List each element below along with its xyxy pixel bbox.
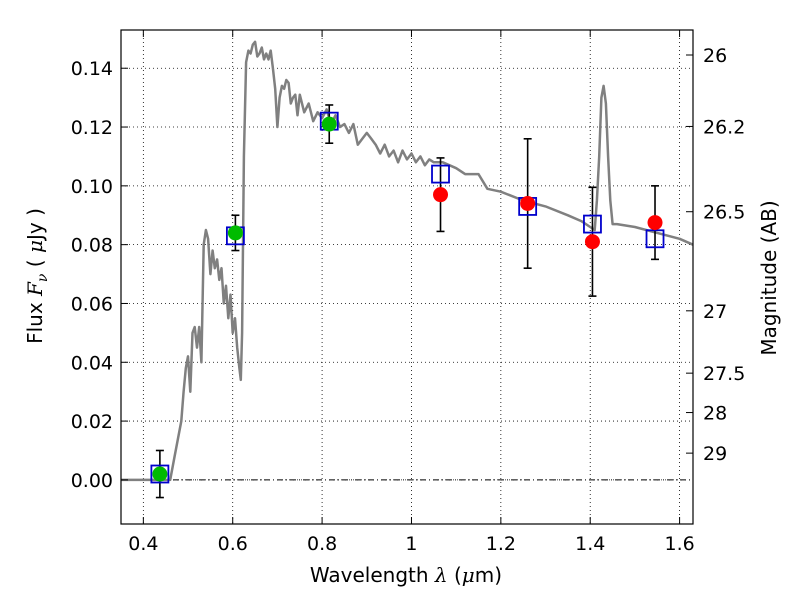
x-axis-label-prefix: Wavelength bbox=[310, 563, 429, 587]
model-flux-square bbox=[150, 464, 170, 484]
x-axis-label: Wavelength λ (μm) bbox=[310, 563, 502, 587]
right-tick-label: 27.5 bbox=[703, 363, 745, 385]
y-axis-label-prefix: Flux bbox=[23, 302, 47, 344]
y-tick-label: 0.00 bbox=[71, 470, 113, 492]
model-flux-square bbox=[431, 164, 450, 184]
y-tick-label: 0.14 bbox=[71, 58, 113, 80]
right-tick-label: 26.5 bbox=[703, 202, 745, 224]
red-flux-point bbox=[433, 187, 449, 203]
right-tick-label: 26 bbox=[703, 45, 727, 67]
sed-model-curve bbox=[121, 40, 694, 482]
x-tick-label: 1.6 bbox=[664, 533, 694, 555]
y-axis-label-subscript: ν bbox=[35, 273, 51, 282]
red-flux-point bbox=[584, 234, 600, 250]
observed-flux-points bbox=[152, 116, 663, 482]
right-tick-label: 29 bbox=[703, 443, 727, 465]
y-tick-label: 0.06 bbox=[71, 293, 113, 315]
y-axis-label-symbol: F bbox=[23, 281, 47, 297]
y-tick-label: 0.12 bbox=[71, 117, 113, 139]
green-flux-point bbox=[227, 225, 243, 241]
y-tick-label: 0.08 bbox=[71, 235, 113, 257]
x-tick-label: 1.2 bbox=[486, 533, 516, 555]
x-tick-label: 0.4 bbox=[128, 533, 158, 555]
y-axis-label: Flux Fν ( μJy ) bbox=[23, 208, 51, 344]
model-flux-square bbox=[645, 229, 665, 249]
x-axis-label-unit: m) bbox=[475, 563, 502, 587]
green-flux-point bbox=[321, 116, 337, 132]
x-axis-label-symbol: λ bbox=[434, 563, 448, 587]
right-tick-label: 28 bbox=[703, 403, 727, 425]
model-flux-squares bbox=[150, 111, 665, 484]
y-tick-label: 0.04 bbox=[71, 352, 113, 374]
y-axis-label-open: ( bbox=[23, 259, 47, 267]
x-axis-label-mu: μ bbox=[462, 563, 475, 587]
y-tick-label: 0.02 bbox=[71, 411, 113, 433]
right-tick-label: 26.2 bbox=[703, 116, 745, 138]
x-tick-label: 0.6 bbox=[218, 533, 248, 555]
x-tick-label: 1.4 bbox=[575, 533, 605, 555]
red-flux-point bbox=[520, 195, 536, 211]
plot-frame bbox=[120, 29, 694, 525]
right-axis-label: Magnitude (AB) bbox=[757, 200, 781, 355]
tick-layer: 0.4 0.6 0.8 1 1.2 1.4 1.6 0.00 0.02 0.04 0.06 0.08 0… bbox=[71, 30, 745, 555]
y-axis-label-mu: μ bbox=[23, 240, 47, 253]
right-tick-label: 27 bbox=[703, 301, 727, 323]
grid-layer bbox=[121, 30, 693, 524]
y-axis-label-unit: Jy ) bbox=[23, 208, 47, 242]
x-tick-label: 1 bbox=[405, 533, 417, 555]
model-flux-square bbox=[583, 214, 602, 234]
x-tick-label: 0.8 bbox=[307, 533, 337, 555]
red-flux-point bbox=[647, 215, 663, 231]
x-axis-label-open: ( bbox=[454, 563, 462, 587]
green-flux-point bbox=[152, 466, 168, 482]
y-tick-label: 0.10 bbox=[71, 176, 113, 198]
